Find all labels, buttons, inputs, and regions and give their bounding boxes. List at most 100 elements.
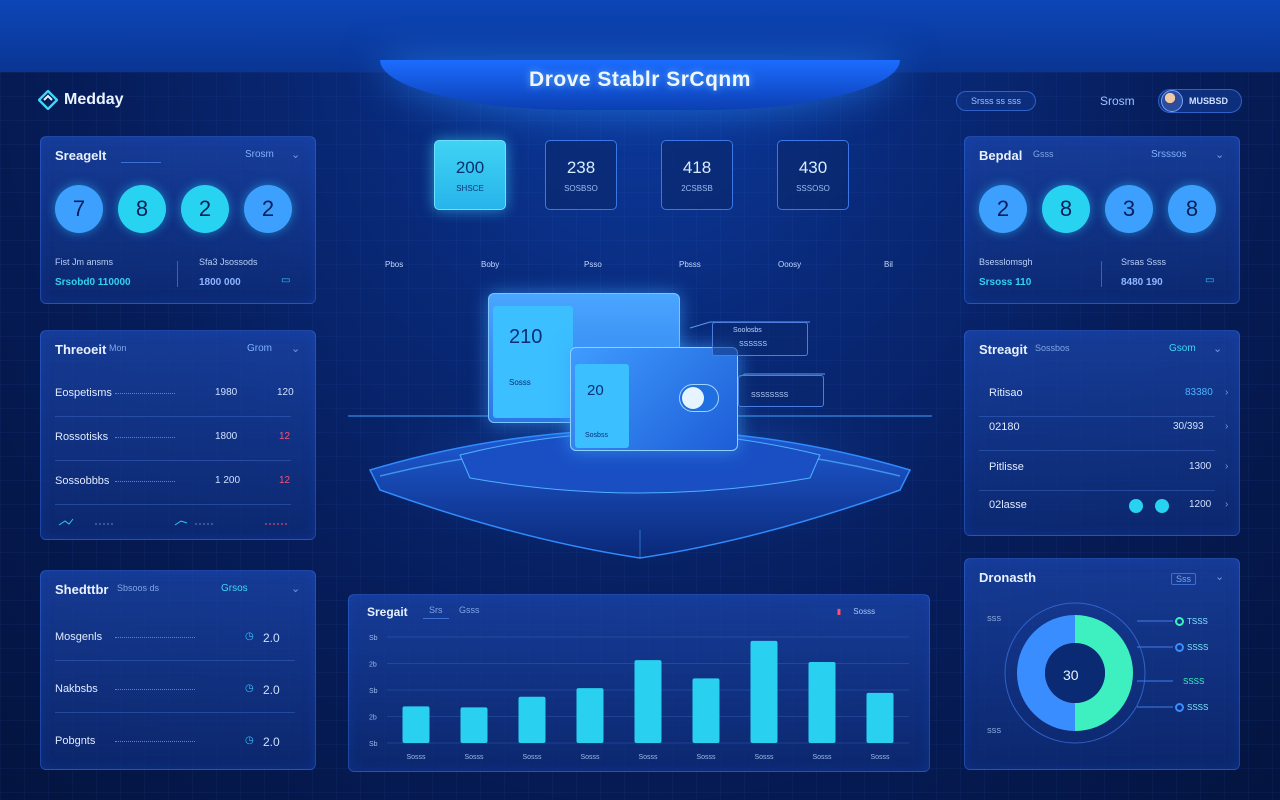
sparkline bbox=[58, 518, 287, 526]
row-label: Sossobbbs bbox=[55, 475, 110, 487]
panel-chip[interactable]: Srs bbox=[423, 603, 449, 619]
timeline-label: Pbos bbox=[385, 260, 404, 269]
chart-bar[interactable] bbox=[576, 688, 604, 743]
kpi-value: 418 bbox=[682, 157, 712, 177]
legend-marker bbox=[1175, 643, 1184, 652]
stat-label: Sfa3 Jsossods bbox=[199, 257, 258, 267]
chevron-down-icon[interactable]: ⌄ bbox=[291, 343, 301, 355]
chevron-right-icon[interactable]: › bbox=[1225, 461, 1229, 472]
number-circle[interactable]: 8 bbox=[118, 185, 166, 233]
chart-bar[interactable] bbox=[460, 707, 488, 743]
timeline-label: Psso bbox=[584, 260, 602, 269]
chevron-right-icon[interactable]: › bbox=[1225, 499, 1229, 510]
panel-chip[interactable]: Gsss bbox=[1033, 149, 1054, 159]
x-tick-label: Sosss bbox=[696, 754, 716, 761]
list-item[interactable]: Nakbsbs ◷ 2.0 bbox=[55, 669, 295, 713]
row-label: Mosgenls bbox=[55, 631, 103, 643]
stat-value: Srsobd0 110000 bbox=[55, 277, 131, 288]
number-circle[interactable]: 2 bbox=[181, 185, 229, 233]
chevron-down-icon[interactable]: ⌄ bbox=[1215, 571, 1225, 583]
chart-bar[interactable] bbox=[518, 696, 546, 743]
logo[interactable]: Medday bbox=[38, 90, 124, 110]
header-link[interactable]: Srosm bbox=[1100, 94, 1135, 108]
toggle-knob bbox=[682, 387, 704, 409]
panel-title: Threoeit bbox=[55, 342, 107, 357]
number-row: 2 8 3 8 bbox=[979, 185, 1216, 233]
panel-chip[interactable]: Mon bbox=[109, 343, 127, 353]
row-label: 02180 bbox=[989, 421, 1020, 433]
avatar bbox=[1161, 90, 1183, 112]
list-item[interactable]: Pobgnts ◷ 2.0 bbox=[55, 721, 295, 765]
number-circle[interactable]: 2 bbox=[979, 185, 1027, 233]
number-circle[interactable]: 2 bbox=[244, 185, 292, 233]
list-item[interactable]: Rossotisks 1800 12 bbox=[55, 417, 291, 461]
chevron-down-icon[interactable]: ⌄ bbox=[291, 583, 301, 595]
chevron-down-icon[interactable]: ⌄ bbox=[1215, 149, 1225, 161]
list-item[interactable]: Mosgenls ◷ 2.0 bbox=[55, 617, 295, 661]
chart-bar[interactable] bbox=[750, 640, 778, 743]
header-filter-pill[interactable]: Srsss ss sss bbox=[956, 91, 1036, 111]
row-label: Pitlisse bbox=[989, 461, 1024, 473]
panel-chip[interactable]: Sbsoos ds bbox=[117, 583, 160, 593]
y-tick-label: Sb bbox=[369, 741, 378, 748]
panel-chip[interactable]: Gsss bbox=[459, 605, 480, 615]
panel-chip[interactable]: Sss bbox=[1171, 573, 1197, 585]
dotted-leader bbox=[115, 437, 175, 438]
kpi-card[interactable]: 430 SSSOSO bbox=[777, 140, 849, 210]
chevron-down-icon[interactable]: ⌄ bbox=[291, 149, 301, 161]
left-list-panel: Threoeit Mon Grom ⌄ Eospetisms 1980 120 … bbox=[40, 330, 316, 540]
chart-bar[interactable] bbox=[808, 662, 836, 743]
kpi-card[interactable]: 418 2CSBSB bbox=[661, 140, 733, 210]
filter-pill[interactable]: ▮ Sosss bbox=[811, 603, 901, 619]
kpi-label: 2CSBSB bbox=[681, 183, 713, 193]
donut-center-value: 30 bbox=[1063, 667, 1079, 683]
panel-title: Bepdal bbox=[979, 148, 1023, 163]
donut-slice[interactable] bbox=[1017, 615, 1075, 731]
kpi-card[interactable]: 238 SOSBSO bbox=[545, 140, 617, 210]
stat-label: Srsas Ssss bbox=[1121, 257, 1167, 267]
chart-bar[interactable] bbox=[692, 678, 720, 743]
panel-filter[interactable]: Gsom bbox=[1169, 343, 1196, 354]
list-item[interactable]: 02lasse 1200 › bbox=[979, 485, 1228, 529]
monitor-icon[interactable]: ▭ bbox=[1205, 275, 1215, 286]
number-circle[interactable]: 3 bbox=[1105, 185, 1153, 233]
donut-scale-label: SSS bbox=[987, 728, 1002, 735]
chevron-down-icon[interactable]: ⌄ bbox=[1213, 343, 1223, 355]
filter-label: Sosss bbox=[853, 606, 876, 616]
x-tick-label: Sosss bbox=[812, 754, 832, 761]
chart-bar[interactable] bbox=[866, 692, 894, 743]
panel-filter[interactable]: Srosm bbox=[245, 149, 274, 160]
panel-filter[interactable]: Grom bbox=[247, 343, 272, 354]
toggle-icon[interactable] bbox=[679, 384, 719, 412]
panel-chip[interactable]: Sossbos bbox=[1035, 343, 1070, 353]
row-value: 1980 bbox=[215, 387, 238, 398]
callout-text: SSSSSS bbox=[739, 341, 768, 348]
kpi-label: SOSBSO bbox=[564, 183, 598, 193]
stat-label: Bsesslomsgh bbox=[979, 257, 1033, 267]
number-circle[interactable]: 7 bbox=[55, 185, 103, 233]
hologram-card-front[interactable]: 20 Sosbss bbox=[570, 347, 738, 451]
chart-bar[interactable] bbox=[402, 706, 430, 743]
y-tick-label: 2b bbox=[369, 662, 377, 669]
list-item[interactable]: Sossobbbs 1 200 12 bbox=[55, 461, 291, 505]
list-item[interactable]: Pitlisse 1300 › bbox=[979, 447, 1228, 491]
number-circle[interactable]: 8 bbox=[1042, 185, 1090, 233]
kpi-card[interactable]: 200 SHSCE bbox=[434, 140, 506, 210]
x-tick-label: Sosss bbox=[522, 754, 542, 761]
monitor-icon[interactable]: ▭ bbox=[281, 275, 291, 286]
list-item[interactable]: Eospetisms 1980 120 bbox=[55, 373, 294, 417]
panel-filter[interactable]: Srsssos bbox=[1151, 149, 1187, 160]
panel-filter[interactable]: Grsos bbox=[221, 583, 248, 594]
list-item[interactable]: Ritisao 83380 › bbox=[979, 373, 1228, 417]
chart-bar[interactable] bbox=[634, 660, 662, 743]
status-dot bbox=[1129, 499, 1143, 513]
legend-marker bbox=[1175, 617, 1184, 626]
user-menu[interactable]: MUSBSD bbox=[1158, 89, 1242, 113]
number-circle[interactable]: 8 bbox=[1168, 185, 1216, 233]
panel-chip[interactable] bbox=[121, 147, 161, 163]
chevron-right-icon[interactable]: › bbox=[1225, 387, 1229, 398]
timeline-label: Boby bbox=[481, 260, 500, 269]
donut-slice[interactable] bbox=[1075, 615, 1133, 731]
list-item[interactable]: 02180 30/393 › bbox=[979, 407, 1228, 451]
chevron-right-icon[interactable]: › bbox=[1225, 421, 1229, 432]
